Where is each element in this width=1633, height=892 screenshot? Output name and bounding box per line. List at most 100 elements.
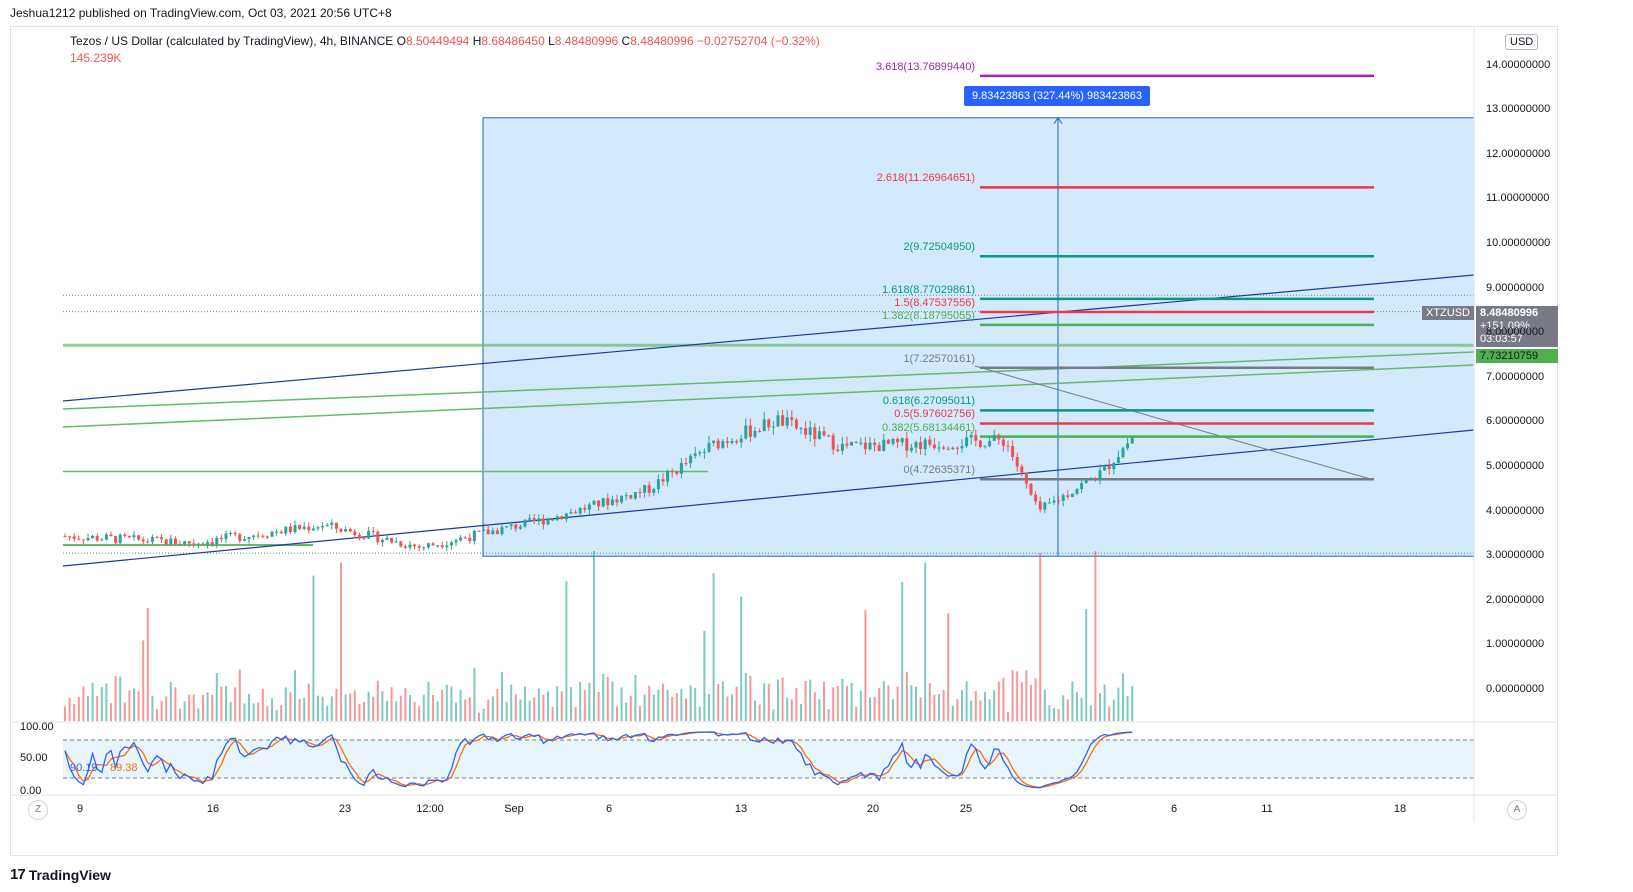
- fib-level-label: 0.5(5.97602756): [894, 408, 975, 421]
- candle-body: [1034, 494, 1038, 502]
- volume-bar: [1122, 673, 1124, 721]
- candle-body: [1015, 456, 1019, 467]
- stoch-axis-50: 50.00: [20, 752, 48, 764]
- volume-bar: [335, 688, 338, 721]
- candle-body: [877, 445, 881, 452]
- volume-bar: [427, 681, 430, 721]
- currency-button[interactable]: USD: [1505, 34, 1539, 50]
- price-axis-label: 1.00000000: [1486, 638, 1545, 651]
- candle-body: [1093, 478, 1097, 480]
- candle-body: [196, 543, 200, 545]
- volume-bar: [804, 680, 807, 721]
- volume-bar: [146, 608, 149, 721]
- legend-change: −0.02752704 (−0.32%): [696, 34, 820, 48]
- candle-body: [900, 438, 904, 443]
- candle-body: [601, 498, 605, 507]
- candle-body: [256, 535, 260, 537]
- measure-label[interactable]: 9.83423863 (327.44%) 983423863: [964, 86, 1151, 106]
- candle-body: [187, 541, 191, 544]
- volume-bar: [671, 696, 674, 721]
- candle-body: [357, 535, 361, 539]
- volume-bar: [818, 699, 821, 721]
- candle-body: [1011, 445, 1015, 457]
- candle-body: [656, 479, 660, 490]
- candle-body: [362, 538, 366, 540]
- candle-body: [790, 417, 794, 420]
- candle-body: [840, 443, 844, 451]
- candle-body: [449, 542, 453, 546]
- candle-body: [919, 442, 923, 450]
- fib-level-label: 0.618(6.27095011): [882, 395, 975, 408]
- candle-body: [942, 447, 946, 449]
- candle-body: [1089, 478, 1093, 480]
- volume-bar: [496, 688, 499, 721]
- volume-bar: [744, 672, 747, 721]
- volume-bar: [1039, 553, 1042, 721]
- footer-brand: 17 TradingView: [10, 866, 111, 883]
- candle-body: [459, 537, 463, 541]
- legend-title: Tezos / US Dollar (calculated by Trading…: [70, 34, 394, 48]
- volume-bar: [1094, 551, 1097, 721]
- candle-body: [307, 526, 311, 531]
- volume-bar: [307, 683, 310, 721]
- candle-body: [702, 451, 706, 453]
- volume-bar: [565, 581, 568, 721]
- volume-bar: [1080, 697, 1083, 721]
- zoom-reset-button[interactable]: Z: [28, 800, 48, 820]
- candle-body: [445, 545, 449, 548]
- legend-high: 8.68486450: [481, 34, 545, 48]
- candle-body: [647, 485, 651, 493]
- volume-bar: [878, 687, 881, 721]
- volume-bar: [731, 694, 733, 721]
- volume-bar: [892, 699, 894, 721]
- volume-bar: [942, 689, 945, 721]
- volume-bar: [850, 683, 853, 721]
- candle-body: [104, 534, 108, 540]
- candle-body: [1112, 462, 1116, 470]
- candle-body: [854, 441, 858, 443]
- candle-body: [500, 527, 504, 535]
- volume-bar: [611, 681, 614, 721]
- candle-body: [762, 419, 766, 432]
- candle-body: [385, 537, 389, 540]
- candle-body: [394, 541, 398, 543]
- volume-bar: [570, 687, 572, 721]
- volume-bar: [349, 693, 352, 721]
- auto-scale-button[interactable]: A: [1507, 800, 1527, 820]
- candle-body: [371, 530, 375, 532]
- volume-bar: [528, 700, 531, 721]
- candle-body: [1130, 437, 1134, 444]
- price-axis-label: 3.00000000: [1486, 549, 1545, 562]
- volume-bar: [1085, 609, 1088, 721]
- volume-bar: [1016, 671, 1019, 721]
- volume-bar: [303, 697, 306, 721]
- candle-body: [316, 527, 320, 529]
- candle-body: [643, 485, 647, 493]
- volume-bar: [1112, 699, 1115, 721]
- candle-body: [822, 431, 826, 436]
- volume-bar: [381, 691, 384, 721]
- price-axis-label: 11.00000000: [1486, 192, 1550, 205]
- volume-bar: [901, 581, 904, 721]
- candle-body: [758, 431, 762, 433]
- candle-body: [321, 526, 325, 528]
- candle-body: [537, 518, 541, 522]
- candle-body: [403, 546, 407, 548]
- volume-bar: [915, 686, 917, 721]
- volume-bar: [422, 694, 425, 721]
- candle-body: [495, 530, 499, 535]
- candle-body: [1107, 465, 1111, 470]
- candle-body: [739, 438, 743, 443]
- volume-bar: [629, 695, 632, 721]
- time-axis-label: 9: [76, 803, 84, 815]
- candle-body: [721, 441, 725, 449]
- volume-bar: [524, 686, 526, 721]
- candle-body: [293, 525, 297, 533]
- candle-body: [583, 507, 587, 510]
- volume-bar: [1066, 699, 1069, 721]
- volume-bar: [556, 686, 559, 721]
- candle-body: [965, 437, 969, 447]
- volume-bar: [533, 697, 536, 721]
- volume-bar: [505, 701, 508, 721]
